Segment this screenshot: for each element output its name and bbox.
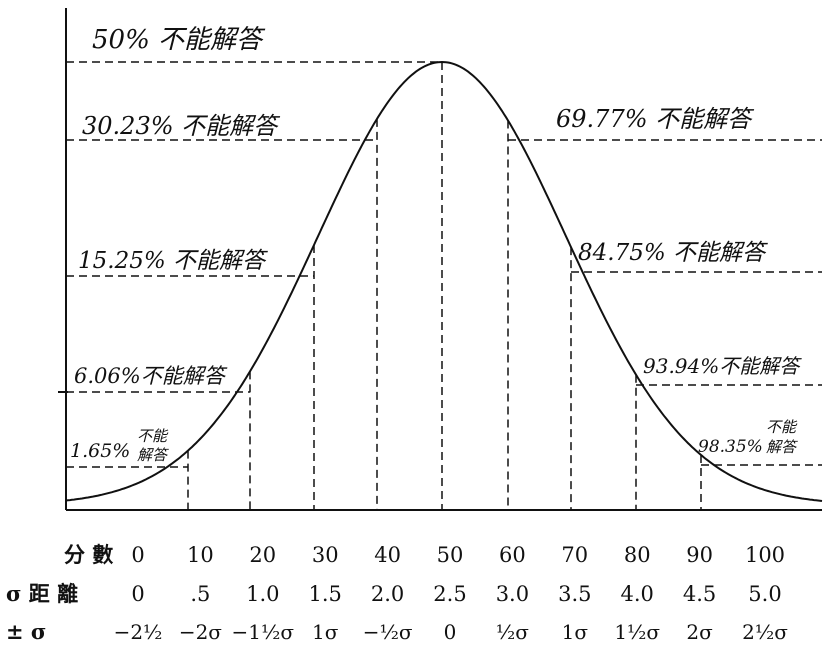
plus-minus-sigma-cell: −2½ (114, 620, 163, 644)
sigma-distance-cell: 0 (131, 582, 144, 606)
dashed-guides (66, 61, 822, 510)
score-cell: 10 (187, 543, 214, 567)
plus-minus-sigma-cell: 1σ (562, 620, 589, 644)
row-label-sigma-distance: σ 距 離 (6, 581, 78, 606)
row-plus-minus-sigma: −2½ −2σ −1½σ 1σ −½σ 0 ½σ 1σ 1½σ 2σ 2½σ (114, 620, 789, 644)
annotation-6-06: 6.06%不能解答 (74, 364, 228, 388)
sigma-distance-cell: 1.5 (308, 582, 341, 606)
sigma-distance-cell: 1.0 (246, 582, 279, 606)
plus-minus-sigma-cell: −2σ (179, 620, 222, 644)
annotation-98-35-a: 不能 (766, 418, 798, 436)
sigma-distance-cell: 3.0 (496, 582, 529, 606)
annotation-69-77: 69.77% 不能解答 (556, 105, 755, 133)
sigma-distance-cell: 2.5 (433, 582, 466, 606)
sigma-distance-cell: 3.5 (558, 582, 591, 606)
annotation-98-35-b: 解答 (766, 438, 798, 456)
row-scores: 0 10 20 30 40 50 60 70 80 90 100 (131, 543, 785, 567)
plus-minus-sigma-cell: 1σ (312, 620, 339, 644)
sigma-distance-cell: 5.0 (748, 582, 781, 606)
score-cell: 60 (499, 543, 526, 567)
sigma-distance-cell: 4.5 (683, 582, 716, 606)
score-cell: 80 (624, 543, 651, 567)
annotation-1-65-pct: 1.65% (70, 440, 130, 462)
plus-minus-sigma-cell: −1½σ (232, 620, 295, 644)
score-cell: 30 (312, 543, 339, 567)
row-label-plus-minus-sigma: ± σ (6, 619, 46, 644)
sigma-distance-cell: 4.0 (620, 582, 653, 606)
annotation-15-25: 15.25% 不能解答 (78, 248, 268, 274)
row-sigma-distance: 0 .5 1.0 1.5 2.0 2.5 3.0 3.5 4.0 4.5 5.0 (131, 582, 781, 606)
score-cell: 50 (437, 543, 464, 567)
plus-minus-sigma-cell: 2σ (686, 620, 713, 644)
annotation-98-35-pct: 98.35% (698, 437, 763, 457)
annotation-84-75: 84.75% 不能解答 (578, 240, 768, 266)
score-cell: 100 (745, 543, 785, 567)
score-cell: 20 (249, 543, 276, 567)
score-cell: 70 (561, 543, 588, 567)
row-label-score: 分 數 (64, 542, 113, 567)
bell-curve (65, 60, 823, 502)
annotation-1-65-b: 解答 (137, 446, 169, 464)
plus-minus-sigma-cell: −½σ (363, 620, 413, 644)
annotation-30-23: 30.23% 不能解答 (82, 112, 281, 140)
annotation-93-94: 93.94%不能解答 (643, 354, 802, 378)
plus-minus-sigma-cell: 2½σ (742, 620, 788, 644)
plus-minus-sigma-cell: ½σ (496, 620, 529, 644)
annotation-50: 50% 不能解答 (92, 25, 266, 55)
plus-minus-sigma-cell: 0 (444, 620, 457, 644)
annotation-1-65-a: 不能 (137, 427, 169, 445)
score-cell: 90 (686, 543, 713, 567)
score-cell: 40 (374, 543, 401, 567)
sigma-distance-cell: 2.0 (371, 582, 404, 606)
score-cell: 0 (131, 543, 144, 567)
sigma-distance-cell: .5 (190, 582, 210, 606)
plus-minus-sigma-cell: 1½σ (614, 620, 660, 644)
